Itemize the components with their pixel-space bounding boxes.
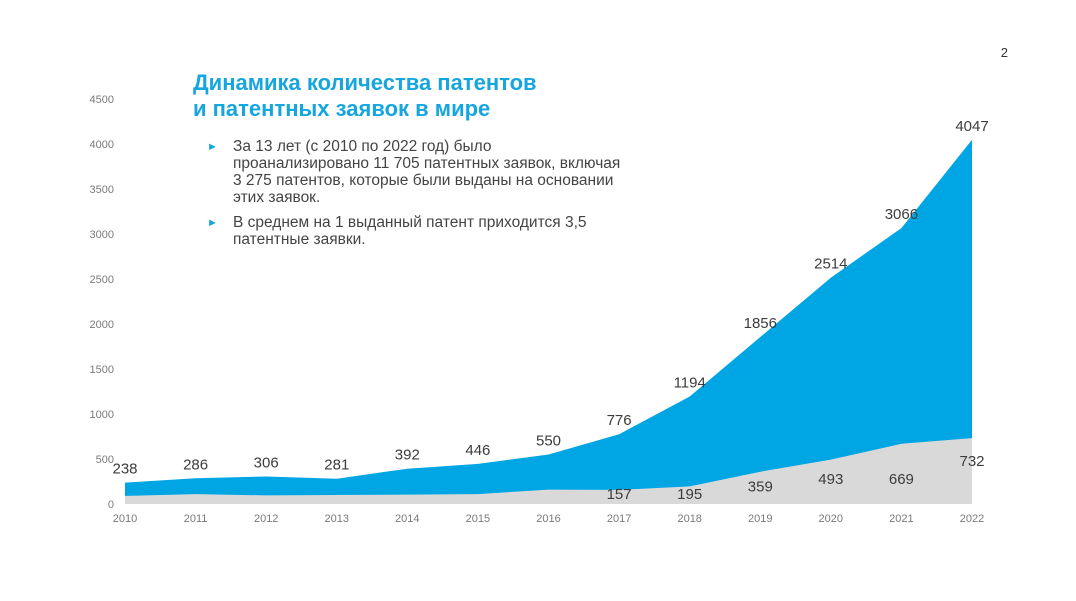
applications-data-label: 4047 bbox=[955, 118, 988, 135]
bullet-item: ► В среднем на 1 выданный патент приходи… bbox=[207, 214, 627, 248]
x-tick-label: 2014 bbox=[395, 513, 419, 525]
y-tick-label: 4500 bbox=[90, 94, 114, 106]
y-tick-label: 1500 bbox=[90, 364, 114, 376]
y-tick-label: 4000 bbox=[90, 139, 114, 151]
applications-data-label: 286 bbox=[183, 456, 208, 473]
y-tick-label: 500 bbox=[96, 454, 114, 466]
applications-data-label: 776 bbox=[607, 412, 632, 429]
x-tick-label: 2016 bbox=[536, 513, 560, 525]
x-tick-label: 2013 bbox=[325, 513, 349, 525]
x-tick-label: 2010 bbox=[113, 513, 137, 525]
patents-area bbox=[125, 438, 972, 504]
applications-data-label: 281 bbox=[324, 457, 349, 474]
bullet-list: ► За 13 лет (с 2010 по 2022 год) было пр… bbox=[207, 138, 627, 256]
applications-data-label: 1856 bbox=[744, 315, 777, 332]
applications-data-label: 392 bbox=[395, 447, 420, 464]
x-tick-label: 2012 bbox=[254, 513, 278, 525]
applications-data-label: 2514 bbox=[814, 256, 847, 273]
bullet-arrow-icon: ► bbox=[207, 141, 218, 153]
patents-data-label: 669 bbox=[889, 471, 914, 488]
y-tick-label: 0 bbox=[108, 499, 114, 511]
applications-area bbox=[125, 139, 972, 505]
bullet-text: В среднем на 1 выданный патент приходитс… bbox=[233, 214, 587, 248]
patents-data-label: 732 bbox=[959, 453, 984, 470]
y-tick-label: 3500 bbox=[90, 184, 114, 196]
x-tick-label: 2020 bbox=[819, 513, 843, 525]
patents-data-label: 493 bbox=[818, 471, 843, 488]
page-number: 2 bbox=[1000, 45, 1008, 60]
data-labels: 238 286 306 281 392 446 550 776 1194 1856 2514 3066… bbox=[112, 118, 988, 503]
y-axis-ticks: 0 500 1000 1500 2000 2500 3000 3500 4000 4500 bbox=[90, 94, 114, 511]
chart-areas bbox=[125, 139, 972, 505]
x-tick-label: 2017 bbox=[607, 513, 631, 525]
applications-data-label: 1194 bbox=[674, 375, 706, 392]
bullet-item: ► За 13 лет (с 2010 по 2022 год) было пр… bbox=[207, 138, 627, 206]
title-line-2: и патентных заявок в мире bbox=[193, 96, 491, 121]
applications-data-label: 3066 bbox=[885, 206, 918, 223]
y-tick-label: 2500 bbox=[90, 274, 114, 286]
applications-data-label: 550 bbox=[536, 433, 561, 450]
applications-data-label: 306 bbox=[254, 455, 279, 472]
x-tick-label: 2021 bbox=[889, 513, 913, 525]
y-tick-label: 2000 bbox=[90, 319, 114, 331]
x-tick-label: 2015 bbox=[466, 513, 490, 525]
y-tick-label: 3000 bbox=[90, 229, 114, 241]
slide-title: Динамика количества патентов и патентных… bbox=[193, 70, 537, 122]
x-tick-label: 2011 bbox=[184, 513, 208, 525]
applications-data-label: 238 bbox=[112, 461, 137, 478]
patents-data-label: 195 bbox=[677, 486, 702, 503]
bullet-arrow-icon: ► bbox=[207, 217, 218, 229]
y-tick-label: 1000 bbox=[90, 409, 114, 421]
patents-data-label: 359 bbox=[748, 479, 773, 496]
x-tick-label: 2022 bbox=[960, 513, 984, 525]
title-line-1: Динамика количества патентов bbox=[193, 70, 537, 95]
patents-data-label: 157 bbox=[607, 486, 632, 503]
bullet-text: За 13 лет (с 2010 по 2022 год) было проа… bbox=[233, 138, 621, 206]
x-tick-label: 2018 bbox=[677, 513, 701, 525]
x-tick-label: 2019 bbox=[748, 513, 772, 525]
x-axis-ticks: 2010 2011 2012 2013 2014 2015 2016 2017 2018 2019… bbox=[113, 513, 984, 525]
applications-data-label: 446 bbox=[465, 442, 490, 459]
